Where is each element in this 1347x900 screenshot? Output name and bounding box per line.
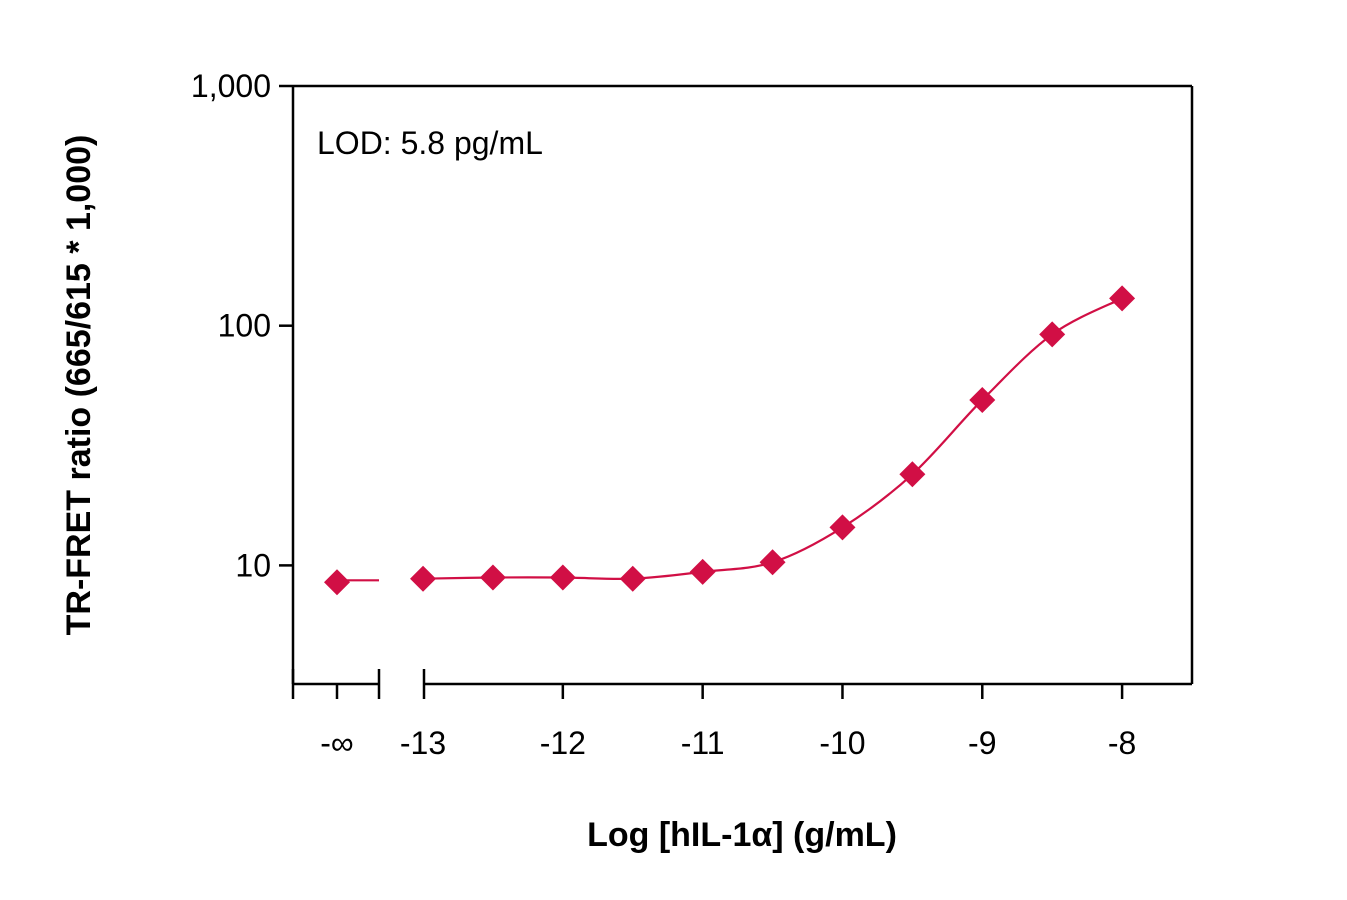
x-axis: -∞ -13 -12 -11 -10 -9 -8 — [291, 669, 1192, 761]
plot-frame — [291, 84, 1194, 684]
x-tick-label: -9 — [968, 725, 996, 761]
data-point — [324, 569, 350, 596]
y-tick-label: 1,000 — [191, 68, 271, 104]
data-point — [410, 565, 437, 592]
lod-annotation: LOD: 5.8 pg/mL — [317, 125, 543, 161]
data-point — [1039, 321, 1066, 348]
y-axis-title: TR-FRET ratio (665/615 * 1,000) — [60, 135, 98, 636]
data-point — [829, 514, 856, 541]
data-point — [759, 549, 786, 576]
x-tick-label: -13 — [400, 725, 446, 761]
x-tick-label: -8 — [1108, 725, 1136, 761]
y-tick-label: 10 — [235, 547, 271, 583]
x-tick-label: -∞ — [320, 725, 353, 761]
x-tick-label: -11 — [681, 725, 725, 761]
fit-curve — [423, 297, 1123, 581]
x-tick-label: -10 — [819, 725, 865, 761]
data-point — [689, 558, 716, 585]
data-point — [549, 564, 576, 591]
data-point — [899, 461, 926, 488]
series-layer — [324, 285, 1136, 596]
x-axis-title: Log [hIL-1α] (g/mL) — [587, 816, 897, 854]
data-point — [969, 386, 996, 413]
data-point — [1109, 285, 1136, 312]
y-axis: 10 100 1,000 — [191, 68, 293, 583]
data-point — [479, 564, 506, 591]
data-point — [619, 565, 646, 592]
x-tick-label: -12 — [540, 725, 586, 761]
y-tick-label: 100 — [218, 308, 271, 344]
